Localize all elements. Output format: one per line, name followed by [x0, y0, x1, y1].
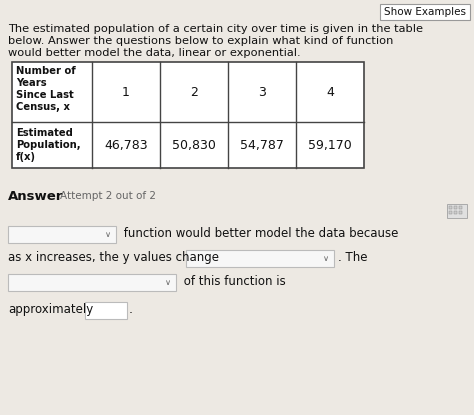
Text: Show Examples: Show Examples — [384, 7, 466, 17]
Text: Since Last: Since Last — [16, 90, 74, 100]
Text: Estimated: Estimated — [16, 128, 73, 138]
Bar — [459, 211, 462, 214]
Text: ∨: ∨ — [323, 254, 329, 263]
Text: 54,787: 54,787 — [240, 139, 284, 151]
FancyBboxPatch shape — [380, 4, 470, 20]
Bar — [459, 206, 462, 209]
Text: Population,: Population, — [16, 140, 81, 150]
Bar — [449, 211, 452, 214]
Bar — [449, 206, 452, 209]
Text: ∨: ∨ — [105, 230, 111, 239]
Text: Number of: Number of — [16, 66, 76, 76]
Text: f(x): f(x) — [16, 152, 36, 162]
Text: 46,783: 46,783 — [104, 139, 148, 151]
Text: of this function is: of this function is — [180, 275, 286, 288]
Text: as x increases, the y values change: as x increases, the y values change — [8, 251, 219, 264]
Text: Years: Years — [16, 78, 46, 88]
Text: . The: . The — [338, 251, 367, 264]
Text: Attempt 2 out of 2: Attempt 2 out of 2 — [60, 191, 156, 201]
Bar — [447, 204, 467, 218]
Text: 1: 1 — [122, 85, 130, 98]
Text: 4: 4 — [326, 85, 334, 98]
Text: The estimated population of a certain city over time is given in the table: The estimated population of a certain ci… — [8, 24, 423, 34]
Bar — [8, 226, 116, 243]
Text: approximately: approximately — [8, 303, 93, 316]
Bar — [8, 274, 176, 291]
Text: Answer: Answer — [8, 190, 64, 203]
Text: .: . — [129, 303, 133, 316]
Bar — [454, 206, 457, 209]
Bar — [12, 62, 364, 168]
Text: function would better model the data because: function would better model the data bec… — [120, 227, 398, 240]
Bar — [454, 211, 457, 214]
Text: 59,170: 59,170 — [308, 139, 352, 151]
Text: 3: 3 — [258, 85, 266, 98]
Text: Census, x: Census, x — [16, 102, 70, 112]
Bar — [186, 250, 334, 267]
Text: ∨: ∨ — [165, 278, 171, 287]
Bar — [85, 302, 127, 319]
Text: would better model the data, linear or exponential.: would better model the data, linear or e… — [8, 48, 301, 58]
Text: below. Answer the questions below to explain what kind of function: below. Answer the questions below to exp… — [8, 36, 393, 46]
Text: 50,830: 50,830 — [172, 139, 216, 151]
Text: 2: 2 — [190, 85, 198, 98]
